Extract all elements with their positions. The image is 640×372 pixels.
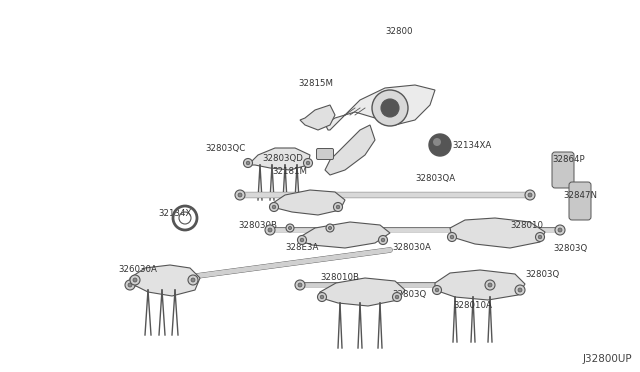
- Circle shape: [320, 295, 324, 299]
- Text: 32803Q: 32803Q: [392, 291, 426, 299]
- Circle shape: [381, 99, 399, 117]
- Circle shape: [235, 190, 245, 200]
- FancyBboxPatch shape: [569, 182, 591, 220]
- Circle shape: [133, 278, 137, 282]
- Circle shape: [128, 283, 132, 287]
- Circle shape: [306, 161, 310, 165]
- Polygon shape: [318, 278, 405, 306]
- Polygon shape: [270, 190, 345, 215]
- Circle shape: [485, 280, 495, 290]
- Circle shape: [317, 292, 326, 301]
- Text: 328030B: 328030B: [238, 221, 277, 231]
- Circle shape: [243, 158, 253, 167]
- Circle shape: [265, 225, 275, 235]
- Polygon shape: [325, 125, 375, 175]
- Circle shape: [298, 235, 307, 244]
- Circle shape: [558, 228, 562, 232]
- Text: 328010A: 328010A: [453, 301, 492, 310]
- FancyBboxPatch shape: [552, 152, 574, 188]
- Circle shape: [429, 134, 451, 156]
- Circle shape: [515, 285, 525, 295]
- FancyBboxPatch shape: [317, 148, 333, 160]
- Text: 32134XA: 32134XA: [452, 141, 492, 150]
- Circle shape: [450, 235, 454, 239]
- Circle shape: [268, 228, 272, 232]
- Circle shape: [269, 202, 278, 212]
- Circle shape: [286, 224, 294, 232]
- Circle shape: [336, 205, 340, 209]
- Circle shape: [130, 275, 140, 285]
- Text: 32847N: 32847N: [563, 190, 597, 199]
- Text: 32181M: 32181M: [272, 167, 307, 176]
- Text: 328010B: 328010B: [320, 273, 359, 282]
- Text: 32864P: 32864P: [552, 155, 584, 164]
- Polygon shape: [300, 105, 335, 130]
- Text: 32815M: 32815M: [298, 78, 333, 87]
- Text: J32800UP: J32800UP: [582, 354, 632, 364]
- Circle shape: [238, 193, 242, 197]
- Text: 32803QC: 32803QC: [205, 144, 245, 153]
- Polygon shape: [325, 85, 435, 130]
- Circle shape: [528, 193, 532, 197]
- Text: 328030A: 328030A: [392, 243, 431, 251]
- Circle shape: [295, 280, 305, 290]
- Circle shape: [333, 202, 342, 212]
- Circle shape: [303, 158, 312, 167]
- Circle shape: [392, 292, 401, 301]
- Circle shape: [298, 283, 302, 287]
- Circle shape: [272, 205, 276, 209]
- Circle shape: [372, 90, 408, 126]
- Circle shape: [538, 235, 542, 239]
- Polygon shape: [435, 270, 525, 300]
- Circle shape: [555, 225, 565, 235]
- Text: 328010: 328010: [510, 221, 543, 230]
- Circle shape: [433, 138, 441, 146]
- Polygon shape: [245, 148, 310, 170]
- Circle shape: [300, 238, 304, 242]
- Text: 32803QD: 32803QD: [262, 154, 303, 163]
- Text: 32803Q: 32803Q: [553, 244, 588, 253]
- Circle shape: [381, 238, 385, 242]
- Circle shape: [328, 227, 332, 230]
- Polygon shape: [450, 218, 545, 248]
- Circle shape: [191, 278, 195, 282]
- Circle shape: [488, 283, 492, 287]
- Polygon shape: [298, 222, 390, 248]
- Circle shape: [447, 232, 456, 241]
- Circle shape: [433, 285, 442, 295]
- Circle shape: [289, 227, 292, 230]
- Circle shape: [435, 288, 439, 292]
- Circle shape: [326, 224, 334, 232]
- Circle shape: [396, 295, 399, 299]
- Polygon shape: [130, 265, 200, 296]
- Text: 32803Q: 32803Q: [525, 270, 559, 279]
- Text: 328E3A: 328E3A: [285, 244, 318, 253]
- Circle shape: [536, 232, 545, 241]
- Circle shape: [246, 161, 250, 165]
- Circle shape: [188, 275, 198, 285]
- Circle shape: [525, 190, 535, 200]
- Text: 32803QA: 32803QA: [415, 173, 455, 183]
- Text: 32134X: 32134X: [158, 208, 191, 218]
- Text: 326030A: 326030A: [118, 266, 157, 275]
- Circle shape: [518, 288, 522, 292]
- Text: 32800: 32800: [385, 28, 413, 36]
- Circle shape: [125, 280, 135, 290]
- Circle shape: [378, 235, 387, 244]
